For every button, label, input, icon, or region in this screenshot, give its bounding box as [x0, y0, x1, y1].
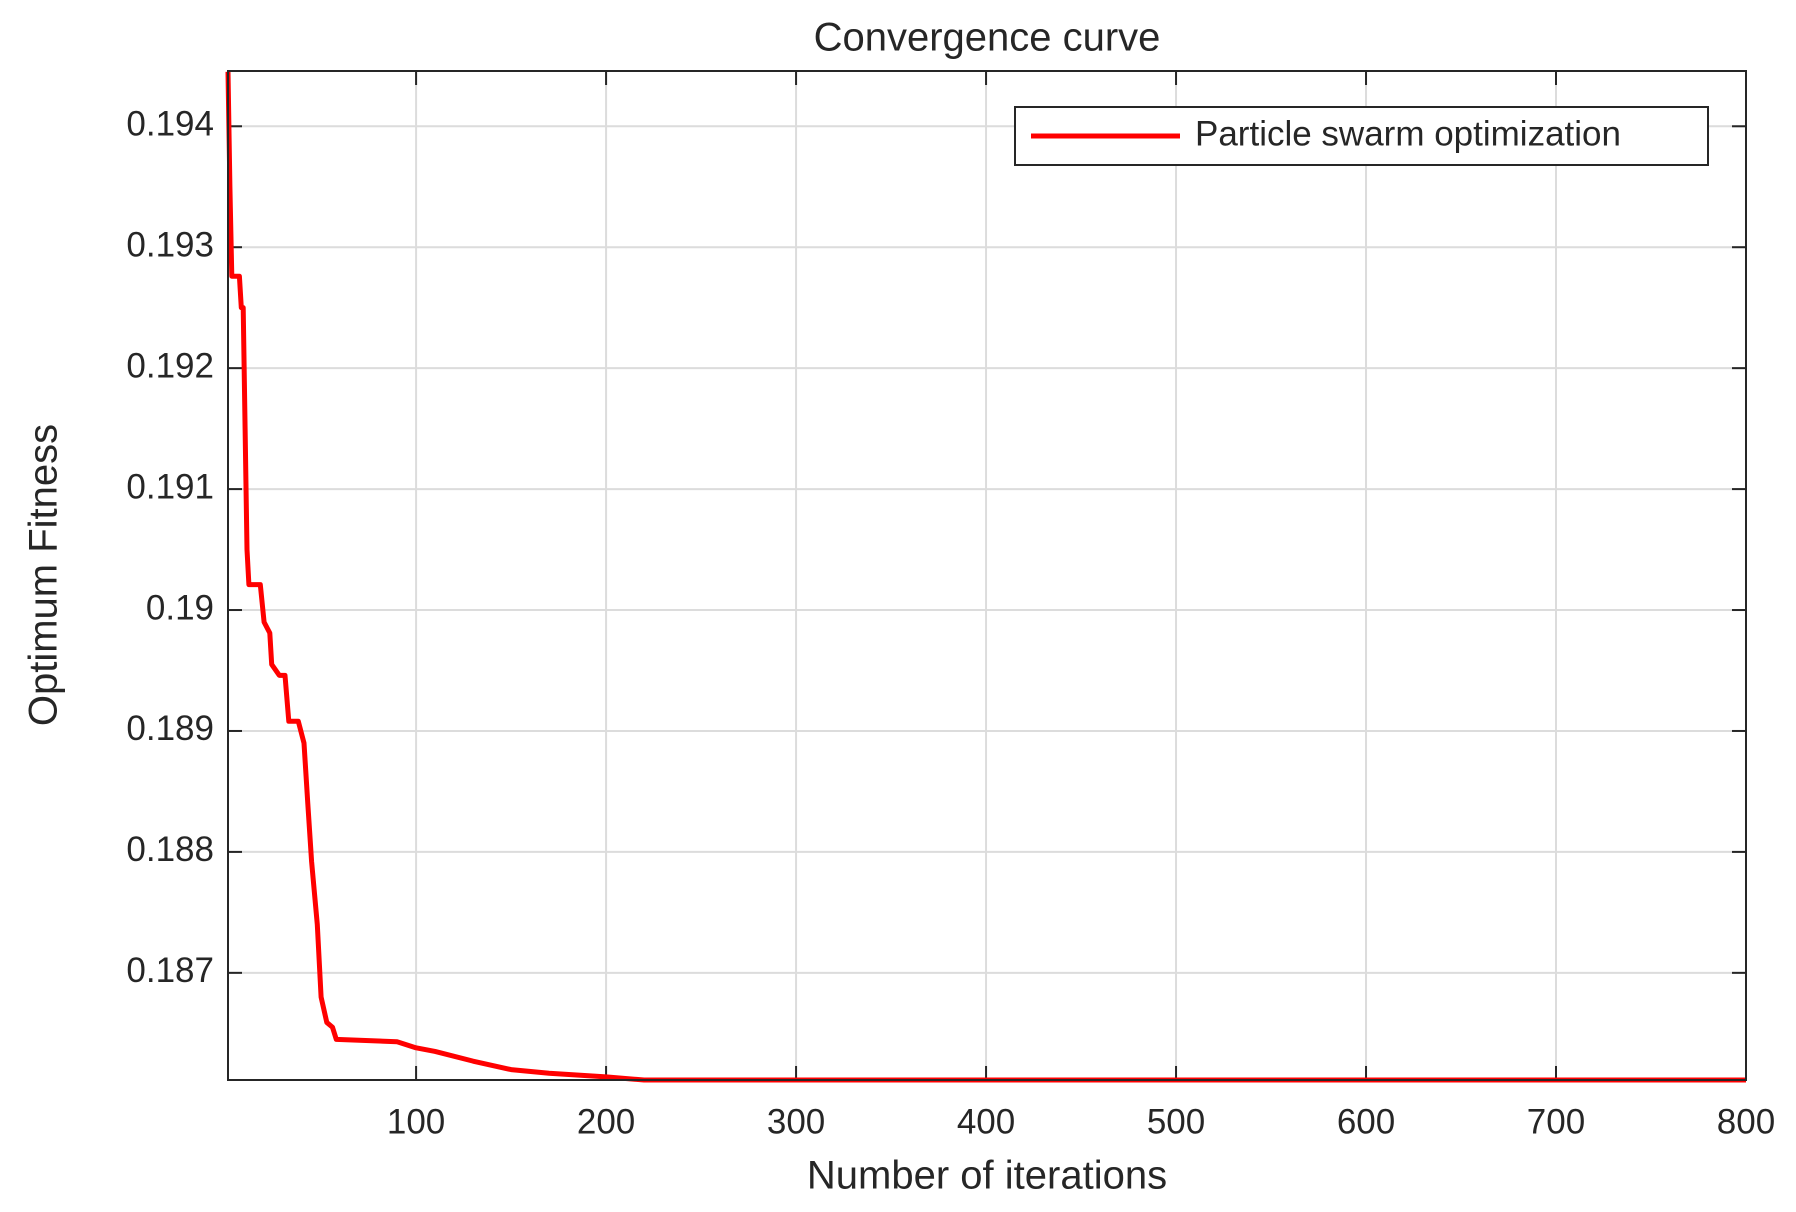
x-tick-label: 200 — [577, 1102, 635, 1141]
x-tick-label: 600 — [1337, 1102, 1395, 1141]
x-tick-label: 100 — [387, 1102, 445, 1141]
y-tick-label: 0.191 — [126, 467, 214, 506]
x-axis-label: Number of iterations — [807, 1154, 1167, 1198]
y-tick-label: 0.193 — [126, 225, 214, 264]
x-tick-label: 700 — [1527, 1102, 1585, 1141]
x-tick-label: 800 — [1717, 1102, 1775, 1141]
y-tick-label: 0.189 — [126, 709, 214, 748]
legend-label: Particle swarm optimization — [1195, 114, 1621, 153]
y-axis-label: Optimum Fitness — [22, 424, 66, 726]
x-tick-label: 300 — [767, 1102, 825, 1141]
data-line — [225, 71, 1746, 1083]
chart-title: Convergence curve — [814, 16, 1161, 60]
x-tick-label: 400 — [957, 1102, 1015, 1141]
axes-box — [227, 70, 1747, 1081]
y-tick-label: 0.187 — [126, 951, 214, 990]
y-tick-label: 0.192 — [126, 346, 214, 385]
x-tick-label: 500 — [1147, 1102, 1205, 1141]
y-tick-label: 0.194 — [126, 105, 214, 144]
y-tick-label: 0.19 — [146, 588, 214, 627]
y-tick-label: 0.188 — [126, 830, 214, 869]
